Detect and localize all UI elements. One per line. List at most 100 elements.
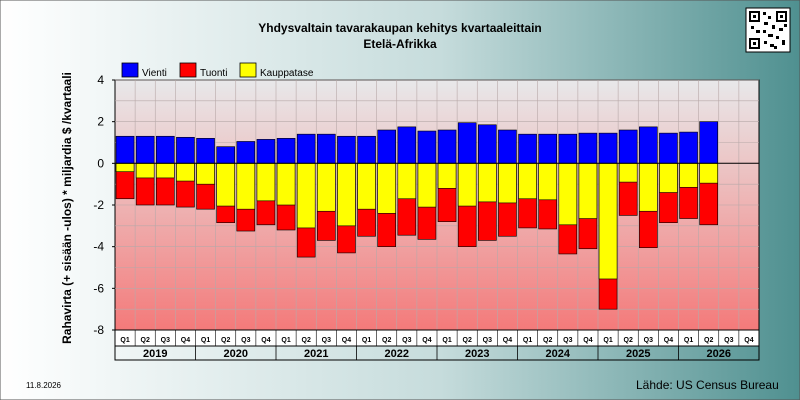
- bar-vienti: [156, 135, 175, 164]
- bar-kauppatase: [558, 163, 578, 226]
- quarter-label: Q4: [342, 337, 351, 344]
- bar-vienti: [437, 129, 457, 164]
- bar-vienti: [135, 135, 155, 164]
- year-label: 2021: [304, 348, 328, 360]
- bar-vienti: [256, 139, 276, 164]
- bar-vienti: [216, 146, 235, 164]
- quarter-label: Q4: [664, 337, 673, 344]
- quarter-label: Q2: [302, 337, 311, 344]
- quarter-label: Q2: [382, 337, 391, 344]
- bar-vienti: [639, 126, 658, 164]
- bar-vienti: [397, 126, 417, 164]
- bar-kauppatase: [216, 163, 235, 207]
- y-tick-label: -4: [93, 240, 104, 254]
- year-label: 2024: [546, 348, 571, 360]
- bar-vienti: [236, 141, 256, 164]
- bar-kauppatase: [598, 163, 618, 280]
- quarter-label: Q1: [603, 337, 612, 344]
- quarter-label: Q4: [181, 337, 190, 344]
- quarter-label: Q2: [463, 337, 472, 344]
- legend: Vienti Tuonti Kauppatase: [121, 62, 314, 79]
- quarter-label: Q1: [201, 337, 210, 344]
- bar-kauppatase: [417, 163, 437, 208]
- bar-kauppatase: [659, 163, 678, 193]
- legend-swatch: [239, 62, 257, 78]
- chart-subtitle: Etelä-Afrikka: [363, 37, 437, 51]
- bar-vienti: [296, 133, 316, 164]
- quarter-label: Q4: [583, 337, 592, 344]
- quarter-label: Q3: [563, 337, 572, 344]
- bar-vienti: [457, 122, 477, 164]
- y-axis-label: Rahavirta (+ sisään -ulos) * miljardia $…: [60, 72, 74, 344]
- year-label: 2023: [465, 348, 489, 360]
- bar-vienti: [196, 138, 215, 164]
- bar-vienti: [598, 132, 618, 164]
- bar-kauppatase: [478, 163, 497, 203]
- quarter-label: Q3: [644, 337, 653, 344]
- bar-vienti: [679, 131, 698, 164]
- bar-kauppatase: [196, 163, 215, 185]
- bars: [115, 121, 718, 310]
- bar-kauppatase: [639, 163, 658, 212]
- quarter-label: Q3: [322, 337, 331, 344]
- bar-vienti: [498, 129, 517, 164]
- bar-kauppatase: [236, 163, 256, 210]
- quarter-label: Q3: [724, 337, 733, 344]
- quarter-label: Q4: [503, 337, 512, 344]
- quarter-label: Q4: [744, 337, 753, 344]
- quarter-label: Q1: [120, 337, 129, 344]
- y-tick-label: -6: [93, 281, 104, 295]
- bar-vienti: [377, 129, 396, 164]
- year-label: 2020: [224, 348, 248, 360]
- qr-code-icon: [745, 7, 791, 53]
- bar-vienti: [478, 124, 497, 164]
- bar-kauppatase: [115, 163, 135, 172]
- bar-kauppatase: [256, 163, 276, 202]
- year-label: 2022: [385, 348, 409, 360]
- bar-vienti: [115, 135, 135, 164]
- quarter-label: Q2: [543, 337, 552, 344]
- source-label: Lähde: US Census Bureau: [636, 378, 779, 392]
- bar-vienti: [518, 133, 537, 164]
- legend-label: Vienti: [142, 68, 167, 79]
- quarter-label: Q2: [221, 337, 230, 344]
- y-tick-label: 0: [97, 156, 104, 170]
- bar-vienti: [417, 130, 437, 164]
- quarter-label: Q1: [523, 337, 532, 344]
- bar-vienti: [578, 132, 598, 164]
- bar-kauppatase: [498, 163, 517, 204]
- quarter-label: Q3: [241, 337, 250, 344]
- quarter-label: Q4: [422, 337, 431, 344]
- quarter-label: Q3: [402, 337, 411, 344]
- bar-kauppatase: [377, 163, 396, 214]
- year-label: 2026: [707, 348, 731, 360]
- bar-kauppatase: [296, 163, 316, 229]
- bar-kauppatase: [578, 163, 598, 219]
- y-tick-label: -2: [93, 198, 104, 212]
- x-axis: Q1 Q2 Q3 Q4 Q1 Q2 Q3 Q4 Q1 Q2 Q3 Q4 Q1 Q2 Q3 Q4 Q1 Q2 Q3 Q4…: [114, 329, 760, 361]
- bar-vienti: [558, 133, 578, 164]
- bar-vienti: [659, 132, 678, 164]
- legend-label: Tuonti: [200, 68, 227, 79]
- y-tick-label: -8: [93, 323, 104, 337]
- bar-kauppatase: [317, 163, 336, 212]
- quarter-label: Q4: [261, 337, 270, 344]
- year-label: 2025: [626, 348, 650, 360]
- bar-kauppatase: [457, 163, 477, 207]
- chart-title: Yhdysvaltain tavarakaupan kehitys kvarta…: [258, 21, 541, 35]
- bar-kauppatase: [518, 163, 537, 200]
- y-tick-label: 4: [97, 73, 104, 87]
- bar-kauppatase: [618, 163, 638, 183]
- bar-vienti: [699, 121, 718, 164]
- quarter-label: Q1: [684, 337, 693, 344]
- bar-vienti: [317, 133, 336, 164]
- legend-label: Kauppatase: [260, 68, 314, 79]
- bar-kauppatase: [397, 163, 417, 200]
- bar-kauppatase: [156, 163, 175, 179]
- bar-kauppatase: [276, 163, 296, 206]
- bar-kauppatase: [699, 163, 718, 184]
- bar-kauppatase: [176, 163, 195, 182]
- quarter-label: Q3: [483, 337, 492, 344]
